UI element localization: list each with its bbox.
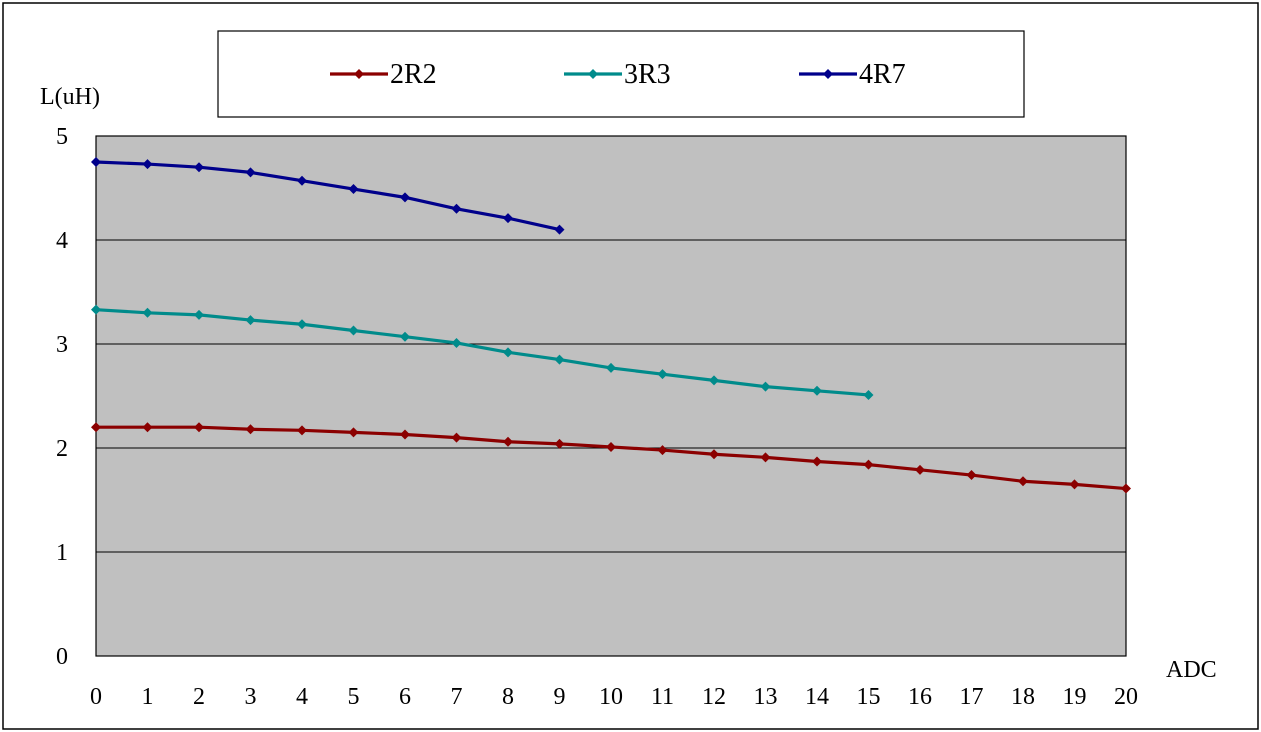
data-point [297,175,307,186]
series-lines [91,157,1131,494]
data-point [863,459,874,470]
data-point [606,362,616,373]
data-point [194,162,204,173]
y-tick-label: 3 [56,332,68,358]
data-point [451,337,462,348]
legend-entry-4R7: 4R7 [799,59,906,90]
data-point [142,307,153,318]
data-point [400,429,410,440]
x-tick-label: 11 [651,684,674,710]
data-point [915,464,925,475]
data-point [657,369,668,380]
data-point [297,425,307,436]
data-point [348,184,359,195]
series-4R7 [91,157,565,235]
x-tick-label: 18 [1011,684,1035,710]
data-point [194,422,204,433]
x-tick-label: 5 [348,684,360,710]
data-point [709,449,719,460]
y-tick-label: 4 [56,228,68,254]
data-point [91,304,101,315]
y-axis-label: L(uH) [40,84,100,110]
data-point [760,452,771,463]
y-tick-label: 5 [56,124,68,150]
data-point [606,441,616,452]
data-point [194,309,204,320]
x-tick-label: 8 [502,684,514,710]
data-point [1018,476,1028,487]
data-point [503,213,513,224]
x-tick-label: 20 [1114,684,1138,710]
x-tick-label: 15 [857,684,881,710]
data-point [812,456,822,467]
data-point [451,203,462,214]
y-tick-label: 0 [56,644,68,670]
x-tick-label: 13 [754,684,778,710]
x-tick-label: 17 [960,684,984,710]
plot-area [95,135,1127,657]
x-tick-label: 0 [90,684,102,710]
data-point [142,422,153,433]
data-point [297,319,307,330]
series-line-3R3 [95,308,869,397]
legend-label: 3R3 [624,59,671,90]
x-tick-label: 19 [1063,684,1087,710]
data-point [554,438,565,449]
x-tick-label: 3 [245,684,257,710]
legend-marker [354,69,364,79]
data-point [348,325,359,336]
data-point [503,347,513,358]
data-point [1069,479,1080,490]
x-tick-label: 14 [805,684,829,710]
legend-entry-2R2: 2R2 [330,59,437,90]
legend-marker [588,69,598,79]
data-point [400,192,410,203]
data-point [245,315,256,326]
x-tick-labels: 0 1 2 3 4 5 6 7 8 9 10 11 12 13 14 15 16 17 18 19 20 [90,684,1138,710]
x-tick-label: 12 [702,684,726,710]
legend-entry-3R3: 3R3 [564,59,671,90]
data-point [709,375,719,386]
series-2R2 [91,422,1131,494]
x-tick-label: 2 [193,684,205,710]
data-point [1121,483,1131,494]
x-tick-label: 10 [599,684,623,710]
data-point [245,167,256,178]
data-point [451,432,462,443]
legend-label: 2R2 [390,59,437,90]
data-point [863,389,874,400]
data-point [966,470,977,481]
x-axis-label: ADC [1166,657,1217,683]
x-tick-label: 16 [908,684,932,710]
series-3R3 [91,304,874,400]
x-tick-label: 4 [296,684,308,710]
x-tick-label: 7 [451,684,463,710]
data-point [91,422,101,433]
data-point [760,381,771,392]
y-tick-label: 1 [56,540,68,566]
legend-marker [823,69,833,79]
data-point [348,427,359,438]
x-tick-label: 6 [399,684,411,710]
data-point [554,224,565,235]
data-point [812,385,822,396]
x-tick-label: 1 [142,684,154,710]
y-tick-label: 2 [56,436,68,462]
data-point [554,354,565,365]
x-tick-label: 9 [554,684,566,710]
legend-label: 4R7 [859,59,906,90]
y-tick-labels: 0 1 2 3 4 5 [56,124,68,670]
data-point [503,436,513,447]
series-line-4R7 [95,160,560,232]
data-point [142,159,153,170]
data-point [657,445,668,456]
legend: 2R2 3R3 4R7 [217,30,1025,118]
data-point [400,331,410,342]
data-point [245,424,256,435]
data-point [91,157,101,167]
